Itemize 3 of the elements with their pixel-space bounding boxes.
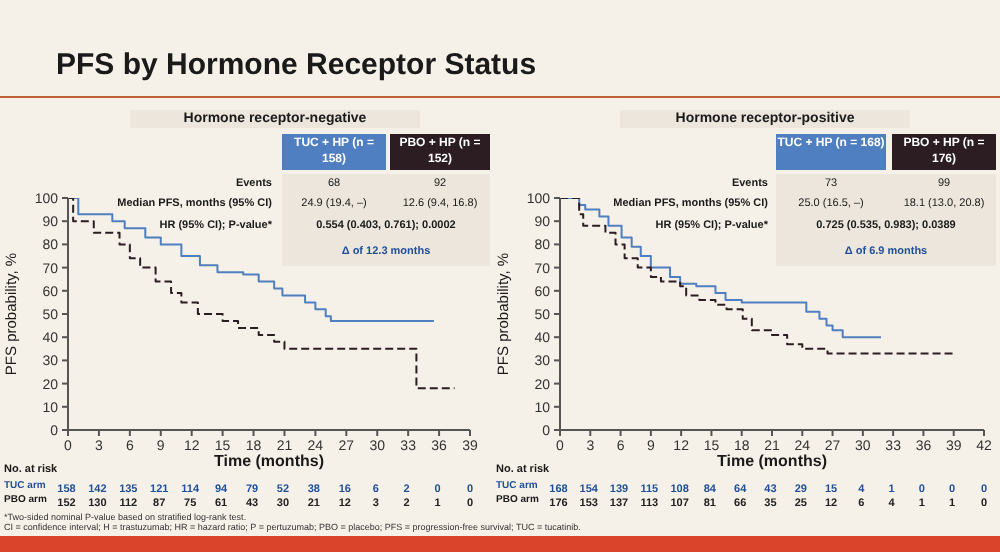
x-axis-title: Time (months) [715,452,829,470]
chart-title: PFS by Hormone Receptor Status [56,48,537,82]
x-axis-title: Time (months) [212,452,326,470]
